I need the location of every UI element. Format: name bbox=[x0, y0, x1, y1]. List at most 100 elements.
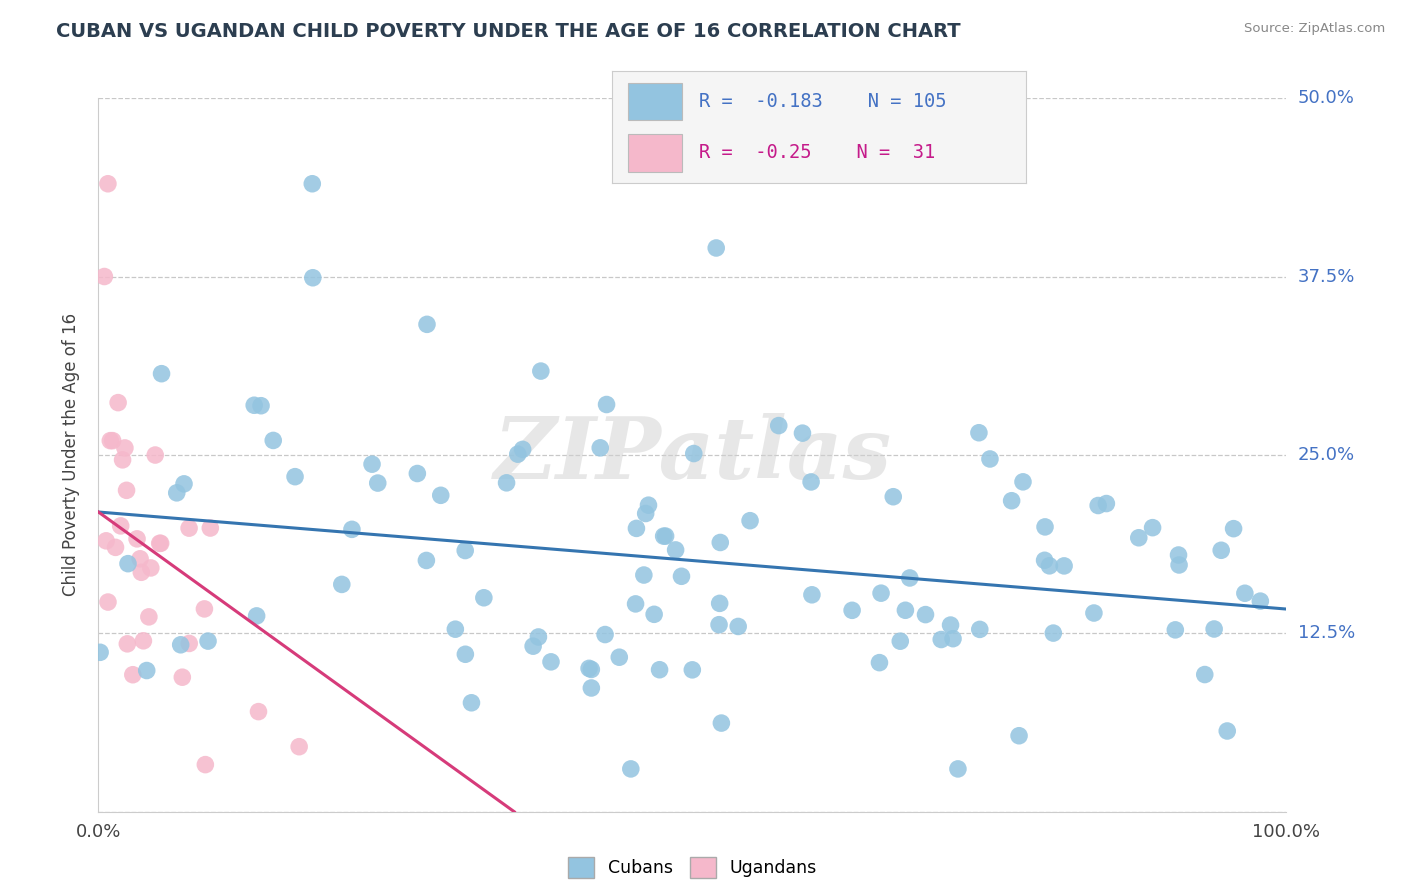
Cubans bbox=[889, 634, 911, 648]
Cubans bbox=[135, 664, 157, 678]
Cubans bbox=[301, 270, 323, 285]
Cubans bbox=[654, 529, 676, 543]
FancyBboxPatch shape bbox=[628, 134, 682, 171]
Cubans bbox=[709, 535, 731, 549]
Cubans bbox=[1038, 558, 1060, 573]
Cubans bbox=[671, 569, 693, 583]
Ugandans bbox=[115, 483, 138, 498]
Ugandans bbox=[131, 566, 153, 580]
Cubans bbox=[472, 591, 495, 605]
Cubans bbox=[284, 469, 307, 483]
Ugandans bbox=[97, 595, 120, 609]
Cubans bbox=[454, 647, 477, 661]
Ugandans bbox=[104, 541, 127, 555]
Cubans bbox=[444, 622, 467, 636]
Cubans bbox=[1042, 626, 1064, 640]
Cubans bbox=[581, 681, 603, 695]
Cubans bbox=[170, 638, 193, 652]
Cubans bbox=[1142, 521, 1164, 535]
Ugandans bbox=[101, 434, 124, 448]
Text: R =  -0.183    N = 105: R = -0.183 N = 105 bbox=[699, 92, 946, 111]
Ugandans bbox=[179, 636, 201, 650]
Text: 50.0%: 50.0% bbox=[1298, 89, 1354, 107]
Cubans bbox=[340, 522, 363, 536]
Cubans bbox=[1211, 543, 1233, 558]
Cubans bbox=[416, 318, 439, 332]
Cubans bbox=[1012, 475, 1035, 489]
Cubans bbox=[648, 663, 671, 677]
Cubans bbox=[1167, 548, 1189, 562]
Cubans bbox=[704, 241, 727, 255]
Cubans bbox=[1222, 522, 1244, 536]
Cubans bbox=[634, 507, 657, 521]
Cubans bbox=[939, 618, 962, 632]
Cubans bbox=[589, 441, 612, 455]
Cubans bbox=[624, 597, 647, 611]
Cubans bbox=[581, 662, 603, 676]
Cubans bbox=[361, 457, 384, 471]
Cubans bbox=[626, 521, 648, 535]
Text: 12.5%: 12.5% bbox=[1298, 624, 1355, 642]
Ugandans bbox=[111, 453, 134, 467]
Ugandans bbox=[177, 521, 200, 535]
Cubans bbox=[967, 425, 990, 440]
Cubans bbox=[1087, 499, 1109, 513]
Ugandans bbox=[200, 521, 222, 535]
Cubans bbox=[707, 617, 730, 632]
Ugandans bbox=[93, 269, 115, 284]
Cubans bbox=[301, 177, 323, 191]
Cubans bbox=[870, 586, 893, 600]
Text: CUBAN VS UGANDAN CHILD POVERTY UNDER THE AGE OF 16 CORRELATION CHART: CUBAN VS UGANDAN CHILD POVERTY UNDER THE… bbox=[56, 22, 960, 41]
Cubans bbox=[429, 488, 451, 502]
Cubans bbox=[406, 467, 429, 481]
Cubans bbox=[330, 577, 353, 591]
Cubans bbox=[979, 452, 1001, 467]
Cubans bbox=[738, 514, 761, 528]
Ugandans bbox=[107, 395, 129, 409]
Cubans bbox=[512, 442, 534, 457]
Ugandans bbox=[194, 757, 217, 772]
Cubans bbox=[1233, 586, 1256, 600]
Cubans bbox=[1001, 493, 1024, 508]
Cubans bbox=[946, 762, 969, 776]
Ugandans bbox=[129, 551, 152, 566]
Cubans bbox=[682, 446, 704, 460]
FancyBboxPatch shape bbox=[628, 83, 682, 120]
Cubans bbox=[117, 557, 139, 571]
Ugandans bbox=[132, 633, 155, 648]
Cubans bbox=[681, 663, 703, 677]
Cubans bbox=[454, 543, 477, 558]
Cubans bbox=[768, 418, 790, 433]
Cubans bbox=[1168, 558, 1191, 572]
Cubans bbox=[166, 486, 188, 500]
Cubans bbox=[595, 397, 617, 411]
Cubans bbox=[1033, 553, 1056, 567]
Y-axis label: Child Poverty Under the Age of 16: Child Poverty Under the Age of 16 bbox=[62, 313, 80, 597]
Ugandans bbox=[98, 434, 121, 448]
Cubans bbox=[869, 656, 891, 670]
Cubans bbox=[262, 434, 284, 448]
Cubans bbox=[1249, 594, 1271, 608]
Cubans bbox=[882, 490, 904, 504]
Text: 37.5%: 37.5% bbox=[1298, 268, 1355, 285]
Ugandans bbox=[97, 177, 120, 191]
Legend: Cubans, Ugandans: Cubans, Ugandans bbox=[561, 850, 824, 885]
Cubans bbox=[607, 650, 630, 665]
Cubans bbox=[522, 639, 544, 653]
Text: 25.0%: 25.0% bbox=[1298, 446, 1355, 464]
Cubans bbox=[792, 426, 814, 441]
Cubans bbox=[540, 655, 562, 669]
Cubans bbox=[898, 571, 921, 585]
Cubans bbox=[89, 645, 111, 659]
Cubans bbox=[1128, 531, 1150, 545]
Cubans bbox=[1053, 558, 1076, 573]
Ugandans bbox=[149, 536, 172, 550]
Cubans bbox=[243, 398, 266, 412]
Cubans bbox=[506, 447, 529, 461]
Ugandans bbox=[121, 667, 143, 681]
Ugandans bbox=[117, 637, 139, 651]
Cubans bbox=[969, 623, 991, 637]
Cubans bbox=[800, 475, 823, 489]
Text: Source: ZipAtlas.com: Source: ZipAtlas.com bbox=[1244, 22, 1385, 36]
Ugandans bbox=[96, 533, 118, 548]
